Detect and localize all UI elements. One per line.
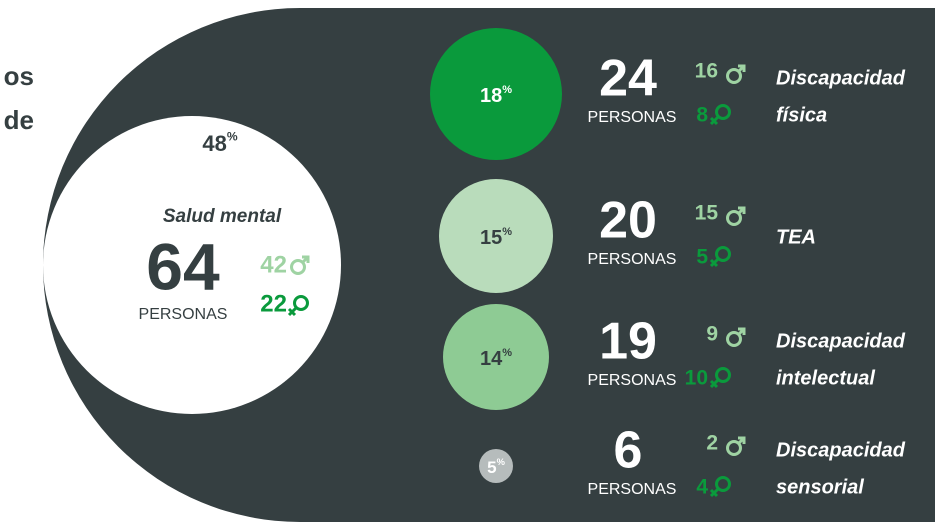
- icon-part: [715, 246, 731, 262]
- group-people: PERSONAS: [588, 109, 677, 126]
- icon-part: [736, 436, 746, 446]
- group-male: 15: [695, 202, 719, 225]
- percent-sign: %: [502, 84, 512, 96]
- icon-part: [287, 306, 298, 317]
- group-percent: 15%: [480, 226, 512, 249]
- group-female: 10: [685, 367, 708, 390]
- male-icon: [290, 255, 310, 275]
- icon-part: [736, 327, 746, 337]
- group-circle: [439, 179, 553, 293]
- main-people: PERSONAS: [139, 306, 228, 323]
- group-percent: 5%: [487, 458, 505, 478]
- icon-part: [709, 378, 720, 389]
- group-label: Discapacidad: [776, 330, 906, 352]
- icon-part: [300, 255, 310, 265]
- icon-part: [709, 487, 720, 498]
- percent-sign: %: [502, 226, 512, 238]
- group-circle: [443, 304, 549, 410]
- icon-part: [736, 64, 746, 74]
- main-total: 64: [146, 229, 220, 303]
- icon-part: [715, 104, 731, 120]
- group-male: 2: [706, 432, 718, 455]
- group-label: TEA: [776, 226, 816, 248]
- group-label: sensorial: [776, 476, 864, 498]
- icon-part: [709, 115, 720, 126]
- percent-value: 5: [487, 458, 496, 477]
- title-fragment: de: [4, 105, 34, 135]
- main-male: 42: [260, 251, 287, 278]
- main-female: 22: [260, 290, 287, 317]
- group-total: 24: [599, 50, 657, 108]
- main-label: Salud mental: [163, 206, 282, 227]
- percent-sign: %: [497, 458, 506, 468]
- female-icon: [709, 104, 731, 126]
- group-female: 8: [696, 104, 708, 127]
- icon-part: [715, 476, 731, 492]
- male-icon: [726, 64, 746, 84]
- group-male: 16: [695, 60, 718, 83]
- male-icon: [726, 436, 746, 456]
- group-circle: [430, 28, 562, 160]
- percent-value: 48: [202, 131, 226, 156]
- percent-value: 18: [480, 85, 502, 107]
- group-total: 20: [599, 192, 657, 250]
- main-percent: 48%: [202, 130, 237, 156]
- group-total: 6: [614, 422, 643, 480]
- female-icon: [287, 295, 309, 317]
- group-label: intelectual: [776, 367, 875, 389]
- main-circle: [43, 116, 341, 414]
- group-total: 19: [599, 313, 657, 371]
- group-label: Discapacidad: [776, 67, 906, 89]
- group-label: Discapacidad: [776, 439, 906, 461]
- icon-part: [290, 259, 306, 275]
- male-icon: [726, 206, 746, 226]
- percent-sign: %: [227, 130, 238, 144]
- group-male: 9: [706, 323, 718, 346]
- group-female: 4: [696, 476, 708, 499]
- icon-part: [726, 68, 742, 84]
- group-people: PERSONAS: [588, 481, 677, 498]
- icon-part: [726, 331, 742, 347]
- female-icon: [709, 246, 731, 268]
- icon-part: [736, 206, 746, 216]
- percent-sign: %: [502, 347, 512, 359]
- icon-part: [715, 367, 731, 383]
- percent-value: 14: [480, 348, 503, 370]
- icon-part: [726, 210, 742, 226]
- female-icon: [709, 476, 731, 498]
- group-percent: 18%: [480, 84, 512, 107]
- group-female: 5: [696, 246, 708, 269]
- male-icon: [726, 327, 746, 347]
- group-people: PERSONAS: [588, 251, 677, 268]
- female-icon: [709, 367, 731, 389]
- group-percent: 14%: [480, 347, 512, 370]
- group-people: PERSONAS: [588, 372, 677, 389]
- icon-part: [709, 257, 720, 268]
- percent-value: 15: [480, 227, 502, 249]
- group-circle: [479, 449, 513, 483]
- group-label: física: [776, 104, 827, 126]
- icon-part: [726, 440, 742, 456]
- icon-part: [293, 295, 309, 311]
- title-fragment: os: [4, 61, 34, 91]
